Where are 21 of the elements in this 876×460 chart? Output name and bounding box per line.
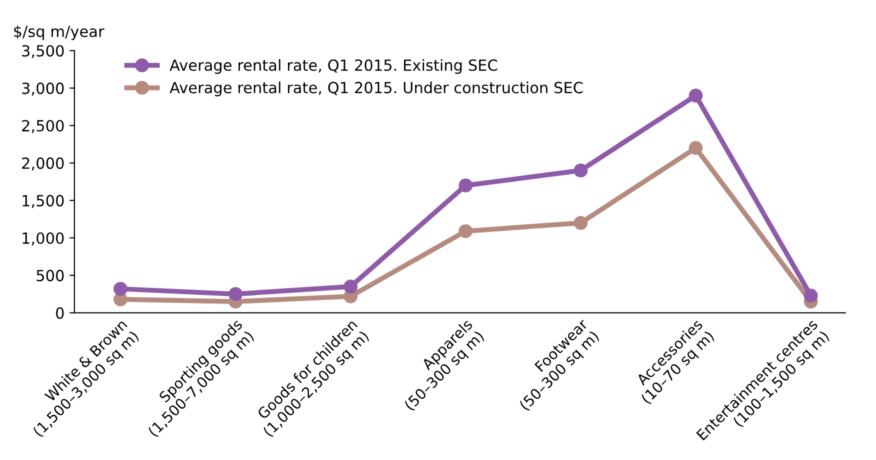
point (458, 224, 473, 238)
point (344, 280, 358, 294)
y-tick-label: 1,000 (22, 232, 64, 246)
legend-label: Average rental rate, Q1 2015. Under construction SEC (170, 82, 583, 96)
y-axis-title: $/sq m/year (14, 25, 104, 40)
y-tick-label: 2,000 (22, 157, 64, 171)
y-tick-label: 3,500 (22, 45, 64, 58)
legend-label: Average rental rate, Q1 2015. Existing SEC (170, 59, 498, 74)
y-tick-label: 2,500 (22, 120, 64, 134)
point (804, 288, 818, 303)
point (688, 88, 703, 102)
point (574, 164, 588, 178)
y-tick-label: 0 (56, 307, 64, 319)
point (114, 282, 128, 296)
point (574, 216, 588, 230)
point (688, 141, 703, 155)
point (228, 287, 242, 302)
point (458, 178, 473, 192)
y-tick-label: 1,500 (22, 194, 64, 208)
y-tick-label: 3,000 (22, 82, 64, 96)
y-tick-label: 500 (36, 270, 64, 282)
